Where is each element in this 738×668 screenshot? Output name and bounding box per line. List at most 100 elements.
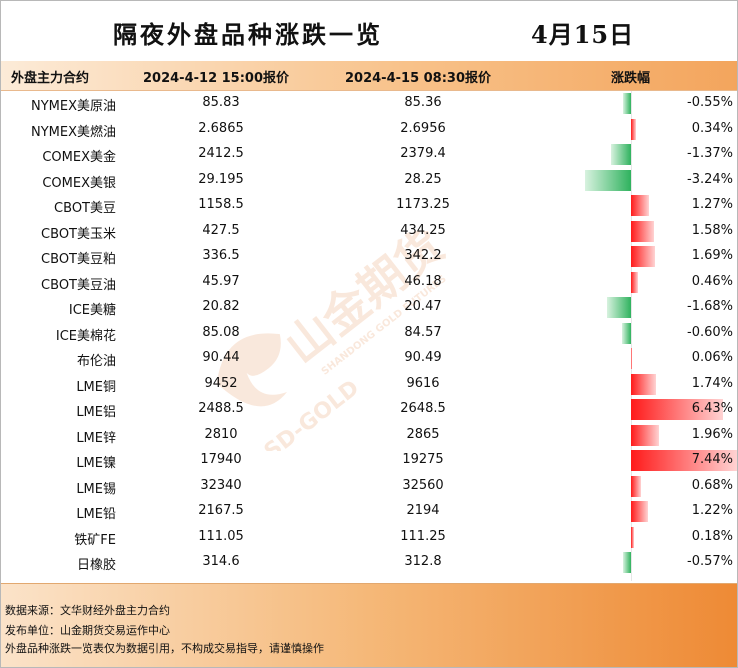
footer: 数据来源：文华财经外盘主力合约 发布单位：山金期货交易运作中心 外盘品种涨跌一览… <box>1 583 737 667</box>
contract-name: LME铜 <box>76 379 116 395</box>
change-pct: -0.57% <box>687 554 733 569</box>
price-now: 85.36 <box>404 95 442 110</box>
table-row: 铁矿FE 111.05 111.25 0.18% <box>1 525 737 550</box>
price-now: 2379.4 <box>400 146 446 161</box>
contract-name: LME镍 <box>76 456 116 471</box>
price-now: 84.57 <box>404 324 442 340</box>
contract-name: 铁矿FE <box>74 532 116 548</box>
change-bar <box>622 552 631 573</box>
price-prev: 85.83 <box>202 95 240 110</box>
change-pct: 0.18% <box>691 528 733 544</box>
price-now: 434.25 <box>400 222 446 238</box>
table-row: LME镍 17940 19275 7.44% <box>1 448 737 473</box>
price-now: 46.18 <box>404 273 442 289</box>
price-prev: 336.5 <box>202 248 240 263</box>
change-pct: -0.55% <box>687 95 733 110</box>
table-row: NYMEX美原油 85.83 85.36 -0.55% <box>1 91 737 116</box>
price-now: 1173.25 <box>396 197 450 212</box>
change-bar <box>622 322 631 344</box>
change-bar <box>631 526 634 548</box>
price-now: 19275 <box>402 452 444 467</box>
change-bar <box>631 373 656 395</box>
change-bar <box>631 501 649 522</box>
price-prev: 2488.5 <box>198 401 244 416</box>
change-pct: 0.68% <box>691 477 733 493</box>
price-prev: 29.195 <box>198 171 244 187</box>
change-pct: -1.37% <box>687 146 733 161</box>
table-row: NYMEX美燃油 2.6865 2.6956 0.34% <box>1 117 737 142</box>
price-prev: 2.6865 <box>198 120 244 136</box>
change-pct: 1.69% <box>691 248 733 263</box>
header-price-2: 2024-4-15 08:30报价 <box>345 71 492 86</box>
change-bar <box>631 399 723 420</box>
table-row: ICE美糖 20.82 20.47 -1.68% <box>1 295 737 320</box>
contract-name: ICE美糖 <box>68 303 116 318</box>
price-prev: 45.97 <box>202 273 240 289</box>
change-bar <box>631 220 654 242</box>
price-prev: 427.5 <box>202 222 240 238</box>
table-row: CBOT美豆 1158.5 1173.25 1.27% <box>1 193 737 218</box>
contract-name: COMEX美金 <box>42 150 116 165</box>
change-bar <box>631 246 656 267</box>
price-prev: 9452 <box>204 375 238 391</box>
change-pct: -3.24% <box>687 171 733 187</box>
table-row: CBOT美玉米 427.5 434.25 1.58% <box>1 219 737 244</box>
contract-name: CBOT美豆粕 <box>41 252 116 267</box>
change-bar <box>631 195 650 216</box>
change-pct: -0.60% <box>687 324 733 340</box>
price-now: 111.25 <box>400 528 446 544</box>
footer-source: 数据来源：文华财经外盘主力合约 <box>5 604 170 617</box>
change-pct: 7.44% <box>691 452 733 467</box>
table-row: CBOT美豆粕 336.5 342.2 1.69% <box>1 244 737 269</box>
price-prev: 2810 <box>204 426 238 442</box>
change-pct: 0.46% <box>691 273 733 289</box>
change-pct: 0.34% <box>691 120 733 136</box>
change-pct: 1.96% <box>691 426 733 442</box>
zero-axis-line <box>631 91 632 581</box>
change-pct: 6.43% <box>691 401 733 416</box>
price-prev: 314.6 <box>202 554 240 569</box>
price-now: 32560 <box>402 477 444 493</box>
change-bar <box>631 450 737 471</box>
contract-name: COMEX美银 <box>42 175 116 191</box>
change-pct: 1.58% <box>691 222 733 238</box>
price-prev: 2167.5 <box>198 503 244 518</box>
change-pct: 1.27% <box>691 197 733 212</box>
contract-name: LME铅 <box>76 507 116 522</box>
change-pct: 1.22% <box>691 503 733 518</box>
contract-name: LME锡 <box>76 481 116 497</box>
table-row: LME铜 9452 9616 1.74% <box>1 372 737 397</box>
price-now: 2194 <box>406 503 440 518</box>
contract-name: NYMEX美原油 <box>30 99 116 114</box>
change-pct: 0.06% <box>691 350 733 365</box>
price-prev: 111.05 <box>198 528 244 544</box>
table-row: LME铝 2488.5 2648.5 6.43% <box>1 397 737 422</box>
table-row: ICE美棉花 85.08 84.57 -0.60% <box>1 321 737 346</box>
change-pct: 1.74% <box>691 375 733 391</box>
contract-name: 日橡胶 <box>76 558 116 573</box>
price-now: 342.2 <box>404 248 442 263</box>
change-bar <box>631 118 636 140</box>
header-contract: 外盘主力合约 <box>11 71 90 86</box>
price-now: 90.49 <box>404 350 442 365</box>
change-bar <box>631 475 641 497</box>
contract-name: NYMEX美燃油 <box>30 124 116 140</box>
table-row: CBOT美豆油 45.97 46.18 0.46% <box>1 270 737 295</box>
price-now: 2648.5 <box>400 401 446 416</box>
table-row: COMEX美银 29.195 28.25 -3.24% <box>1 168 737 193</box>
price-prev: 1158.5 <box>198 197 244 212</box>
price-prev: 85.08 <box>202 324 240 340</box>
change-bar <box>607 297 631 318</box>
table-row: LME铅 2167.5 2194 1.22% <box>1 499 737 524</box>
change-pct: -1.68% <box>687 299 733 314</box>
price-prev: 20.82 <box>202 299 240 314</box>
table-row: LME锌 2810 2865 1.96% <box>1 423 737 448</box>
contract-name: CBOT美豆油 <box>41 277 116 293</box>
header-price-1: 2024-4-12 15:00报价 <box>143 71 290 86</box>
change-bar <box>623 93 631 114</box>
price-prev: 90.44 <box>202 350 240 365</box>
change-bar <box>631 271 638 293</box>
price-now: 2865 <box>406 426 440 442</box>
header-change: 涨跌幅 <box>611 71 651 86</box>
